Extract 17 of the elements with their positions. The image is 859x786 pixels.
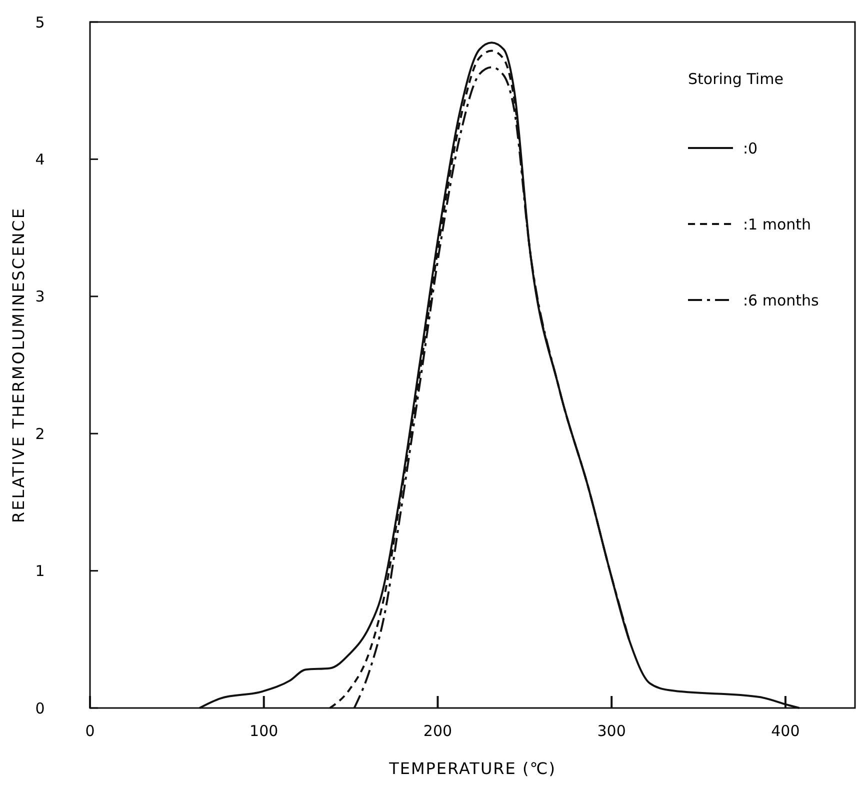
legend-title: Storing Time — [688, 70, 784, 88]
y-tick-label: 1 — [35, 562, 45, 580]
x-tick-label: 300 — [597, 722, 626, 740]
legend-label: :1 month — [743, 215, 812, 234]
legend-label: :0 — [743, 139, 758, 158]
legend-label: :6 months — [743, 291, 820, 310]
y-tick-label: 0 — [35, 699, 45, 718]
y-tick-label: 3 — [35, 288, 45, 306]
y-axis-title: RELATIVE THERMOLUMINESCENCE — [9, 207, 28, 523]
y-tick-label: 2 — [35, 424, 45, 443]
y-tick-label: 4 — [35, 150, 45, 168]
y-tick-label: 5 — [35, 13, 45, 32]
x-tick-label: 400 — [771, 722, 800, 740]
x-tick-label: 200 — [423, 722, 452, 740]
x-tick-label: 100 — [250, 722, 278, 740]
x-axis-title: TEMPERATURE (℃) — [388, 759, 556, 778]
x-tick-label: 0 — [85, 722, 95, 740]
